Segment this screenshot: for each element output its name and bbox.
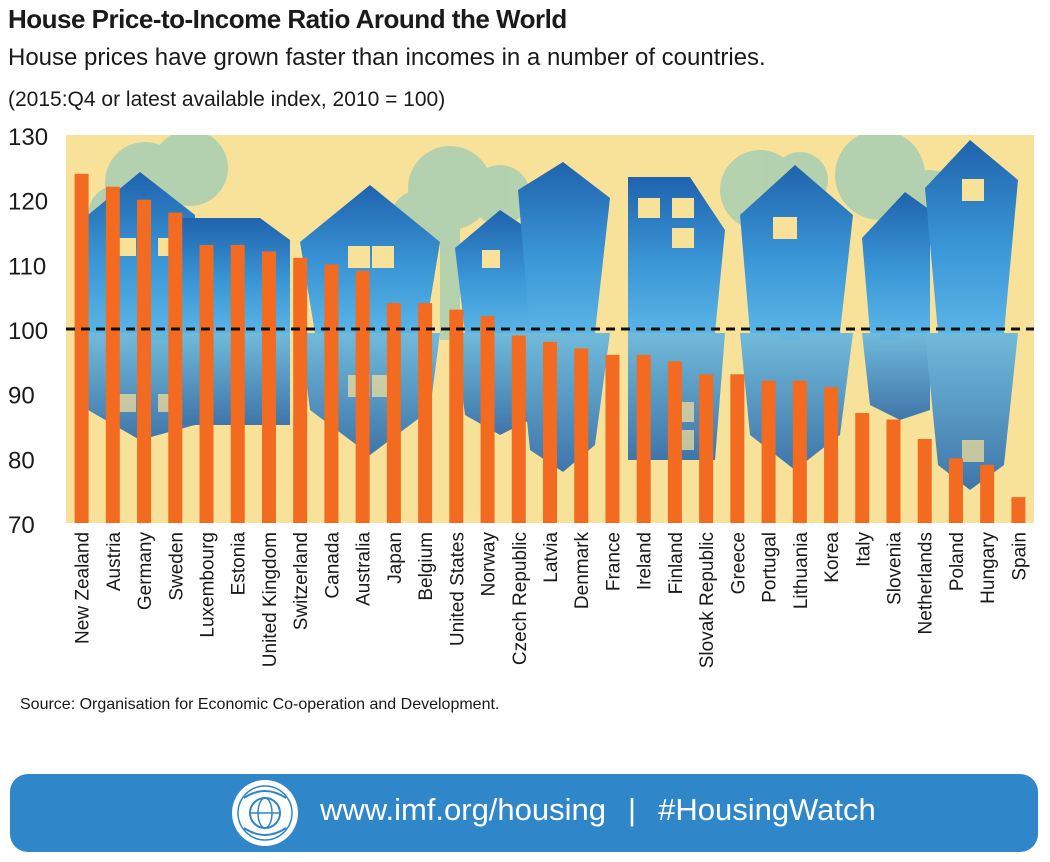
x-tick-label: Estonia [229,532,250,596]
bar-germany [137,199,152,523]
bar-poland [948,458,963,523]
x-tick-label: Slovak Republic [697,532,718,668]
x-tick-label: Sweden [166,532,187,601]
source-note: Source: Organisation for Economic Co-ope… [20,696,500,713]
chart-note: (2015:Q4 or latest available index, 2010… [8,88,446,111]
x-tick-label: Austria [104,532,125,592]
x-tick-label: New Zealand [73,532,94,644]
x-tick-label: Slovenia [884,532,905,605]
bar-france [605,354,620,523]
bar-switzerland [293,257,308,523]
chart-title: House Price-to-Income Ratio Around the W… [8,4,567,34]
bar-ireland [636,354,651,523]
bar-netherlands [917,438,932,523]
bar-australia [355,270,370,523]
x-tick-label: Japan [385,532,406,584]
y-tick-label: 90 [8,383,35,410]
bar-slovenia [886,419,901,523]
x-tick-label: Denmark [572,532,593,610]
x-tick-label: Hungary [978,532,999,604]
x-tick-label: Netherlands [916,532,937,634]
y-tick-label: 80 [8,447,35,474]
bars [74,173,1026,524]
bar-luxembourg [199,244,214,523]
x-tick-label: Ireland [635,532,656,590]
bar-portugal [761,380,776,523]
x-tick-label: Italy [853,532,874,567]
housing-url-link[interactable]: www.imf.org/housing [320,792,607,827]
bar-korea [824,387,839,523]
x-tick-label: Switzerland [291,532,312,630]
x-tick-label: Spain [1009,532,1030,581]
chart-subtitle: House prices have grown faster than inco… [8,44,766,71]
bar-belgium [418,303,433,523]
y-tick-label: 70 [8,512,35,539]
x-tick-label: Korea [822,532,843,583]
x-tick-label: France [603,532,624,591]
x-axis-labels: New Zealand Austria Germany Sweden Luxembour… [73,532,1031,669]
bar-united-kingdom [261,251,276,523]
bar-lithuania [792,380,807,523]
x-tick-label: Lithuania [791,532,812,610]
x-tick-label: United States [447,532,468,646]
bar-estonia [230,244,245,523]
y-tick-label: 100 [8,318,48,345]
x-tick-label: Poland [947,532,968,591]
bar-japan [386,303,401,523]
x-tick-label: Portugal [760,532,781,603]
bar-slovak-republic [699,374,714,523]
bar-latvia [543,341,557,523]
bar-czech-republic [511,335,526,523]
y-tick-label: 120 [8,189,48,216]
bar-canada [324,264,339,523]
bar-hungary [980,464,995,523]
y-axis: 70 80 90 100 110 120 130 [8,124,48,539]
x-tick-label: Canada [322,532,343,599]
x-tick-label: Australia [354,532,375,606]
x-tick-label: Finland [666,532,687,594]
x-tick-label: Czech Republic [510,532,531,665]
x-tick-label: Belgium [416,532,437,601]
bar-italy [855,413,870,523]
bar-norway [480,316,495,523]
x-tick-label: Norway [479,532,500,597]
y-tick-label: 130 [8,124,48,151]
bar-new-zealand [74,173,89,524]
footer-banner: www.imf.org/housing | #HousingWatch [10,774,1038,852]
bar-united-states [449,309,464,523]
x-tick-label: Latvia [541,532,562,583]
bar-greece [730,374,745,523]
bar-sweden [168,212,183,523]
y-tick-label: 110 [8,253,46,280]
x-tick-label: Germany [135,532,156,611]
banner-separator: | [628,792,637,827]
bar-finland [667,361,682,523]
x-tick-label: United Kingdom [260,532,281,667]
bar-denmark [574,348,589,523]
x-tick-label: Luxembourg [198,532,219,638]
bar-austria [105,186,120,523]
hashtag-link[interactable]: #HousingWatch [658,792,876,827]
bar-chart: 70 80 90 100 110 120 130 New Zealand Austria Ger… [8,124,1034,669]
imf-seal-icon [232,780,298,846]
x-tick-label: Greece [728,532,749,594]
bar-spain [1011,497,1026,523]
